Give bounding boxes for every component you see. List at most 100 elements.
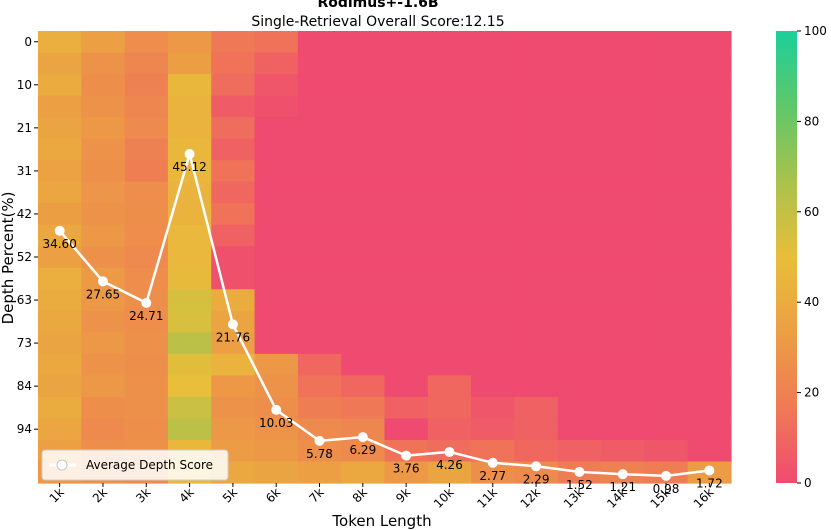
heatmap-cell [341, 117, 386, 140]
heatmap-cell [167, 95, 212, 118]
heatmap-cell [81, 418, 126, 441]
heatmap-cell [601, 267, 645, 290]
average-depth-score-label: 1.21 [609, 480, 636, 494]
heatmap-cell [557, 181, 602, 204]
heatmap-cell [514, 289, 559, 312]
heatmap-cell [167, 224, 212, 247]
heatmap-cell [471, 203, 516, 226]
heatmap-cell [644, 117, 689, 140]
heatmap-cell [471, 246, 516, 269]
heatmap-cell [341, 74, 386, 97]
heatmap-cell [297, 439, 342, 463]
heatmap-cell [514, 332, 559, 355]
heatmap-cell [557, 267, 602, 290]
heatmap-cell [427, 74, 472, 97]
chart-subtitle: Single-Retrieval Overall Score:12.15 [251, 14, 504, 30]
y-tick-label: 94 [17, 422, 32, 436]
heatmap-cell [601, 181, 645, 204]
heatmap-cell [211, 95, 256, 118]
heatmap-cell [601, 353, 645, 376]
heatmap-cell [81, 138, 126, 161]
heatmap-cell [81, 246, 126, 269]
heatmap-cell [427, 310, 472, 333]
chart-title: Rodimus+-1.6B [317, 0, 438, 11]
y-tick-label: 84 [17, 379, 32, 393]
heatmap-cell [644, 203, 689, 226]
heatmap-cell [211, 246, 256, 269]
heatmap-cell [167, 375, 212, 398]
heatmap-cell [384, 353, 429, 376]
average-depth-score-point [141, 297, 152, 308]
heatmap-cell [384, 289, 429, 312]
heatmap-cell [81, 332, 126, 355]
heatmap-cell [297, 117, 342, 140]
heatmap-cell [254, 418, 299, 441]
heatmap-cell [557, 160, 602, 183]
heatmap-cell [514, 375, 559, 398]
heatmap-cell [38, 224, 82, 247]
heatmap-cell [254, 52, 299, 75]
heatmap-cell [254, 289, 299, 312]
heatmap-cell [427, 160, 472, 183]
heatmap-cell [341, 310, 386, 333]
heatmap-cell [471, 224, 516, 247]
heatmap-cell [211, 31, 256, 54]
heatmap-cell [38, 353, 82, 376]
heatmap-cell [341, 267, 386, 290]
colorbar-tick-label: 100 [804, 24, 827, 38]
heatmap-cell [471, 138, 516, 161]
heatmap-cell [384, 246, 429, 269]
heatmap-cell [384, 31, 429, 54]
heatmap-cell [297, 203, 342, 226]
heatmap-cell [124, 310, 169, 333]
heatmap-cell [471, 52, 516, 75]
heatmap-cell [601, 375, 645, 398]
heatmap-cell [297, 224, 342, 247]
heatmap-cell [601, 310, 645, 333]
colorbar [776, 31, 797, 483]
heatmap-cell [427, 375, 472, 398]
heatmap-cell [211, 375, 256, 398]
heatmap-cell [81, 353, 126, 376]
heatmap-cell [471, 418, 516, 441]
heatmap-cell [384, 181, 429, 204]
heatmap-cell [644, 310, 689, 333]
heatmap-cell [81, 52, 126, 75]
heatmap-cell [384, 224, 429, 247]
average-depth-score-label: 27.65 [86, 287, 120, 301]
y-tick-label: 42 [17, 207, 32, 221]
heatmap-cell [427, 52, 472, 75]
heatmap-cell [167, 267, 212, 290]
average-depth-score-label: 21.76 [216, 330, 250, 344]
heatmap-cell [471, 439, 516, 463]
heatmap-cell [384, 52, 429, 75]
heatmap-cell [644, 267, 689, 290]
heatmap-cell [167, 31, 212, 54]
average-depth-score-point [227, 319, 238, 330]
heatmap-cell [341, 375, 386, 398]
heatmap-cell [254, 181, 299, 204]
average-depth-score-point [271, 404, 282, 415]
heatmap-cell [211, 418, 256, 441]
heatmap-cell [167, 52, 212, 75]
heatmap-cell [254, 246, 299, 269]
heatmap-cell [297, 52, 342, 75]
heatmap-cell [514, 31, 559, 54]
heatmap-cell [211, 74, 256, 97]
heatmap-cell [341, 138, 386, 161]
average-depth-score-label: 4.26 [436, 458, 463, 472]
heatmap-cell [687, 74, 732, 97]
heatmap-cell [471, 267, 516, 290]
heatmap-cell [644, 138, 689, 161]
heatmap-cell [644, 246, 689, 269]
x-tick-label: 3k [133, 485, 153, 505]
heatmap-cell [687, 332, 732, 355]
heatmap-cell [687, 353, 732, 376]
heatmap-cell [644, 353, 689, 376]
heatmap-cell [687, 52, 732, 75]
colorbar-ticks: 0 20 40 60 80 100 [797, 24, 827, 490]
heatmap-cell [81, 181, 126, 204]
heatmap-cell [81, 117, 126, 140]
heatmap-cell [557, 31, 602, 54]
heatmap-cell [601, 74, 645, 97]
